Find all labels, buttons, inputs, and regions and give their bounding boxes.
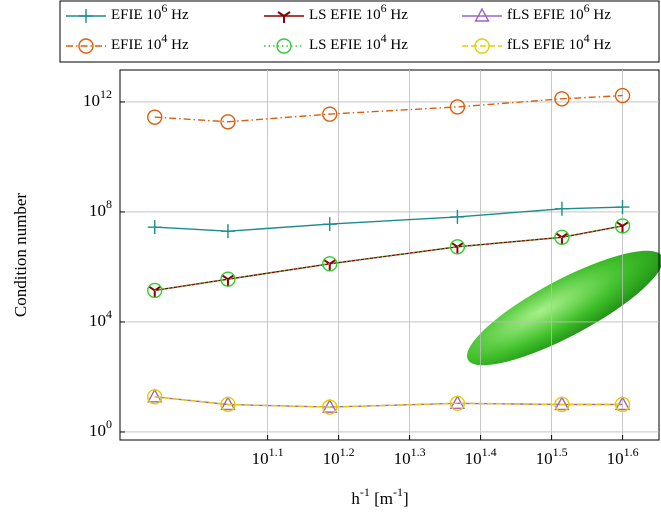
x-tick-label: 101.5 (536, 445, 568, 468)
data-point (554, 229, 570, 245)
y-tick-label: 108 (89, 197, 112, 220)
legend-marker (474, 7, 490, 22)
x-tick-label: 101.2 (323, 445, 355, 468)
data-point (147, 282, 163, 299)
data-point (220, 271, 236, 287)
data-point (614, 396, 631, 413)
series-line (154, 225, 623, 292)
legend-marker (78, 38, 94, 54)
legend-marker (79, 9, 93, 23)
data-point (449, 395, 466, 412)
data-point (220, 395, 236, 411)
series-line (154, 225, 623, 292)
plot-frame (119, 69, 660, 441)
data-point (449, 239, 466, 255)
data-point (322, 256, 338, 272)
data-point (220, 224, 235, 239)
data-point (147, 220, 162, 235)
data-point (322, 399, 338, 415)
data-point (147, 389, 163, 405)
legend-label: fLS EFIE 104 Hz (507, 31, 611, 54)
data-point (221, 274, 235, 287)
data-point (322, 217, 337, 232)
data-point (147, 388, 163, 403)
data-point (147, 109, 163, 125)
data-point (554, 395, 570, 411)
data-point (615, 200, 630, 215)
legend-label: EFIE 104 Hz (111, 31, 189, 54)
series-line (154, 396, 623, 408)
legend-marker (277, 11, 291, 23)
series-line (154, 206, 623, 232)
data-point (449, 394, 466, 410)
y-tick-label: 100 (89, 417, 112, 440)
legend-marker (474, 38, 490, 54)
data-point (614, 87, 631, 104)
series-line (154, 94, 623, 123)
data-point (554, 91, 570, 107)
x-tick-label: 101.3 (394, 445, 426, 468)
y-tick-label: 104 (89, 307, 112, 330)
data-point (322, 398, 338, 413)
data-point (220, 396, 236, 413)
x-tick-label: 101.1 (252, 445, 284, 468)
data-point (554, 396, 570, 413)
data-point (614, 218, 631, 234)
data-point (220, 114, 236, 130)
x-tick-label: 101.4 (465, 445, 497, 468)
ellipsoid-illustration (466, 250, 661, 366)
data-point (554, 201, 569, 216)
data-point (555, 232, 569, 245)
data-point (614, 395, 631, 411)
x-tick-label: 101.6 (607, 445, 639, 468)
legend-marker (276, 38, 292, 54)
data-point (450, 209, 465, 224)
legend-box (59, 0, 660, 63)
legend-label: LS EFIE 104 Hz (309, 31, 408, 54)
data-point (615, 221, 630, 233)
data-point (323, 258, 337, 271)
data-point (322, 106, 338, 122)
y-tick-label: 1012 (83, 87, 112, 110)
grid (120, 70, 659, 440)
legend-label: LS EFIE 106 Hz (309, 1, 408, 24)
x-axis-label: h-1 [m-1] (351, 485, 408, 508)
y-axis-label: Condition number (11, 193, 30, 318)
data-point (449, 99, 466, 115)
legend-label: fLS EFIE 106 Hz (507, 1, 611, 24)
legend-label: EFIE 106 Hz (111, 1, 189, 24)
